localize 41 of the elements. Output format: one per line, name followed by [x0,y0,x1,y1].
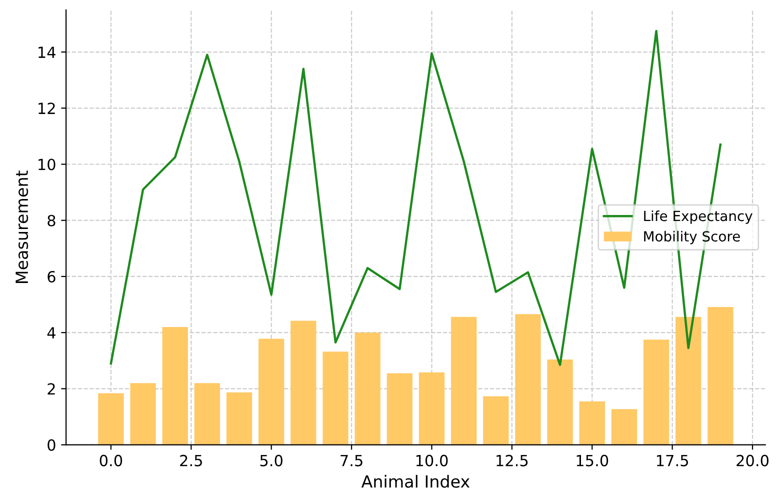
y-tick-label: 12 [38,102,55,114]
bar [515,314,541,445]
y-tick-label: 8 [48,214,56,226]
legend-label: Life Expectancy [644,210,752,224]
bar [98,393,124,445]
x-tick-label: 17.5 [656,455,688,466]
bar [194,383,220,445]
y-tick-label: 10 [38,158,56,170]
bar [450,316,477,445]
bar [708,307,734,445]
y-tick-label: 14 [38,46,56,58]
x-tick-label: 2.5 [180,454,202,466]
bar [322,352,348,445]
y-axis-title: Measurement [16,170,28,283]
bar [386,373,412,445]
bar [547,360,573,445]
bar [162,326,188,445]
y-tick-label: 6 [48,270,56,282]
bar [226,392,252,445]
x-tick-label: 12.5 [496,454,528,466]
bar [643,340,670,445]
x-tick-label: 10.0 [416,454,448,466]
y-tick-label: 4 [47,327,56,338]
bar [483,396,509,445]
x-axis-title: Animal Index [361,474,470,488]
y-tick-label: 0 [48,439,56,451]
bar [130,383,156,445]
y-tick-label: 2 [48,383,55,395]
bar [258,338,284,445]
bar [354,332,380,445]
x-tick-label: 5.0 [260,454,282,466]
x-tick-label: 7.5 [340,455,362,466]
legend-label: Mobility Score [644,230,740,244]
x-tick-label: 20.0 [736,454,769,466]
x-tick-label: 0.0 [100,454,122,466]
bar [611,409,638,445]
bar [676,316,702,445]
bar [418,372,445,445]
bar [579,401,605,445]
x-tick-label: 15.0 [576,454,608,466]
bar [290,320,316,445]
